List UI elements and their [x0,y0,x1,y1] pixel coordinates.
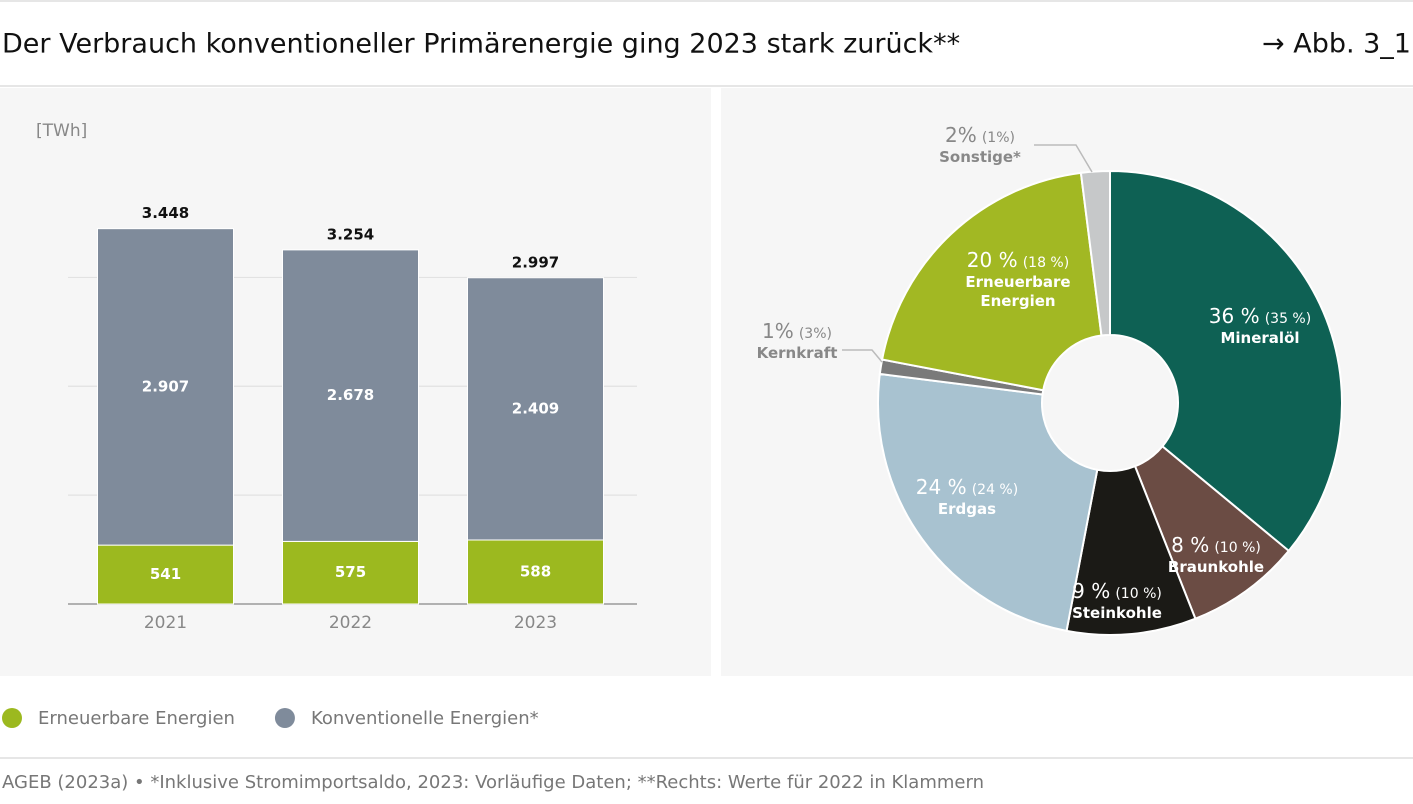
slice-prior-value: (18 %) [1022,254,1070,271]
slice-value: 1% [762,319,794,344]
slice-value: 36 % [1208,304,1260,329]
bar-segment [282,249,419,542]
donut-slice [1109,169,1343,553]
bar-segment [282,540,419,605]
slice-prior-value: (1%) [981,130,1015,147]
slice-label: 24 % (24 %) Erdgas [916,475,1018,519]
legend-label: Konventionelle Energien* [311,708,539,729]
legend-swatch [274,708,295,728]
bar-segment [467,539,604,605]
slice-prior-value: (3%) [798,326,832,343]
bar-segment [97,228,234,546]
slice-value: 8 % [1171,533,1210,558]
slice-label: 8 % (10 %) Braunkohle [1168,533,1264,577]
slice-name: Erneuerbare Energien [965,272,1071,310]
unit-label: [TWh] [36,121,87,141]
total-label: 3.448 [142,204,189,222]
value-label: 588 [520,562,551,580]
slice-prior-value: (24 %) [971,482,1019,499]
slice-prior-value: (10 %) [1115,586,1162,603]
x-tick-label: 2023 [514,613,557,633]
x-tick-label: 2022 [329,613,372,633]
donut-slice [877,372,1099,633]
title: Der Verbrauch konventioneller Primärener… [2,29,960,60]
legend-swatch [2,708,22,728]
slice-label: 20 % (18 %) Erneuerbare Energien [958,248,1078,311]
leader-line [1034,144,1093,173]
legend-label: Erneuerbare Energien [38,708,235,729]
bar-segment [467,277,604,541]
bar-segment [97,544,234,605]
slice-name: Mineralöl [1220,329,1300,348]
value-label: 2.409 [512,399,559,417]
slice-name: Kernkraft [756,344,838,363]
x-tick-label: 2021 [144,613,187,633]
slice-label: 9 % (10 %) Steinkohle [1072,579,1162,623]
value-label: 2.678 [327,386,374,404]
slice-prior-value: (35 %) [1264,311,1312,328]
donut-slice [1079,169,1111,337]
slice-value: 24 % [915,475,967,500]
donut-slice [1065,464,1197,636]
slice-name: Braunkohle [1167,558,1265,577]
value-label: 541 [150,565,181,583]
slice-label: 2% (1%) Sonstige* [939,123,1021,167]
reference: → Abb. 3_1 [1262,29,1411,60]
slice-prior-value: (10 %) [1214,540,1261,557]
leader-line [842,349,883,363]
total-label: 3.254 [327,225,374,243]
donut-slice [880,171,1103,392]
slice-value: 9 % [1072,579,1111,604]
slice-label: 36 % (35 %) Mineralöl [1209,304,1311,348]
slice-value: 2% [945,123,977,148]
slice-label: 1% (3%) Kernkraft [757,319,838,363]
slice-name: Erdgas [937,500,997,519]
donut-slice [1133,444,1291,621]
footer: AGEB (2023a) • *Inklusive Stromimportsal… [2,772,984,793]
slice-name: Sonstige* [939,148,1021,167]
value-label: 2.907 [142,377,189,395]
slice-value: 20 % [966,247,1018,272]
slice-name: Steinkohle [1072,604,1162,623]
total-label: 2.997 [512,253,559,271]
value-label: 575 [335,563,366,581]
